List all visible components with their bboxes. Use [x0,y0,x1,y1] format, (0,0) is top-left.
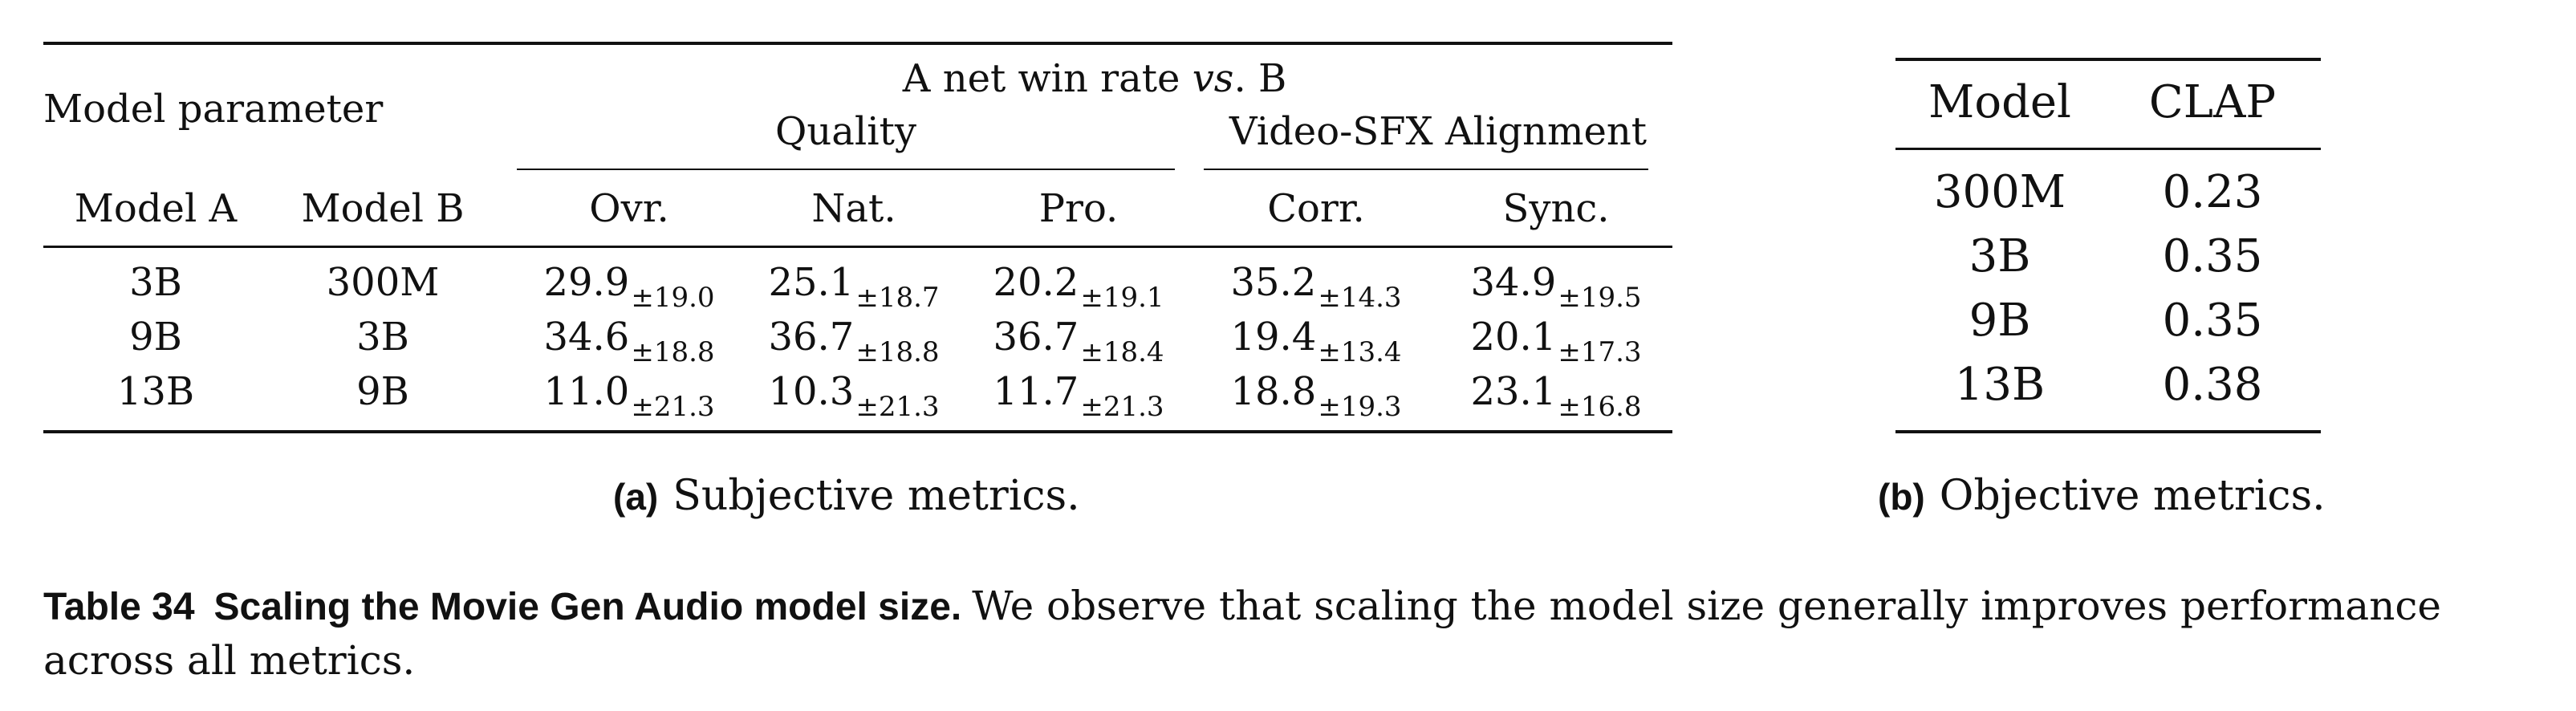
row-3-clap: 0.35 [2162,295,2263,347]
row-2-clap: 0.35 [2162,230,2263,282]
row-3-nat: 10.3±21.3 [768,369,940,423]
bottom-rule [1895,430,2321,433]
header-midrule [43,246,1672,248]
row-1-clap: 0.23 [2162,166,2263,218]
row-2-model-b: 3B [356,315,409,360]
row-4-clap: 0.38 [2162,359,2263,411]
top-rule [1895,58,2321,61]
row-2-nat: 36.7±18.8 [768,315,940,368]
row-1-pro: 20.2±19.1 [993,260,1164,314]
row-4-model: 13B [1954,359,2046,411]
row-2-ovr: 34.6±18.8 [543,315,715,368]
row-1-corr: 35.2±14.3 [1230,260,1402,314]
table-caption: Table 34 Scaling the Movie Gen Audio mode… [43,579,2563,688]
row-2-model-a: 9B [129,315,182,360]
quality-cmidrule [517,169,1175,170]
caption-label: Table 34 [43,586,195,628]
subjective-metrics-table: Model parameter A net win rate vs. B Qua… [43,40,1672,433]
caption-title: Scaling the Movie Gen Audio model size. [213,586,962,628]
row-3-sync: 23.1±16.8 [1470,369,1642,423]
header-midrule [1895,148,2321,150]
row-1-model-a: 3B [129,260,182,305]
col-sync: Sync. [1502,186,1610,231]
top-rule [43,42,1672,45]
header-net-win-rate: A net win rate vs. B [902,56,1287,101]
col-clap: CLAP [2148,76,2277,128]
header-quality: Quality [775,109,916,154]
caption-text: We observe that scaling the model size g… [43,583,2441,684]
row-1-ovr: 29.9±19.0 [543,260,715,314]
row-2-model: 3B [1969,230,2031,282]
header-model-parameter: Model parameter [43,87,384,132]
col-model-a: Model A [74,186,238,231]
row-1-model: 300M [1933,166,2066,218]
row-3-model-b: 9B [356,369,409,414]
bottom-rule [43,430,1672,433]
col-pro: Pro. [1038,186,1119,231]
subcaption-b: (b) Objective metrics. [1878,472,2326,520]
row-1-sync: 34.9±19.5 [1470,260,1642,314]
row-2-corr: 19.4±13.4 [1230,315,1402,368]
col-corr: Corr. [1267,186,1365,231]
row-3-corr: 18.8±19.3 [1230,369,1402,423]
objective-metrics-table: Model CLAP 300M 0.23 3B 0.35 9B 0.35 13B… [1895,56,2321,441]
row-3-pro: 11.7±21.3 [993,369,1164,423]
subcaption-a: (a) Subjective metrics. [613,472,1080,520]
row-3-ovr: 11.0±21.3 [543,369,715,423]
col-model: Model [1928,76,2071,128]
row-1-nat: 25.1±18.7 [768,260,940,314]
col-ovr: Ovr. [589,186,669,231]
row-3-model: 9B [1969,295,2031,347]
row-1-model-b: 300M [326,260,440,305]
alignment-cmidrule [1204,169,1648,170]
col-model-b: Model B [301,186,465,231]
row-2-sync: 20.1±17.3 [1470,315,1642,368]
header-video-sfx-alignment: Video-SFX Alignment [1229,109,1648,154]
row-3-model-a: 13B [116,369,195,414]
row-2-pro: 36.7±18.4 [993,315,1164,368]
col-nat: Nat. [811,186,896,231]
